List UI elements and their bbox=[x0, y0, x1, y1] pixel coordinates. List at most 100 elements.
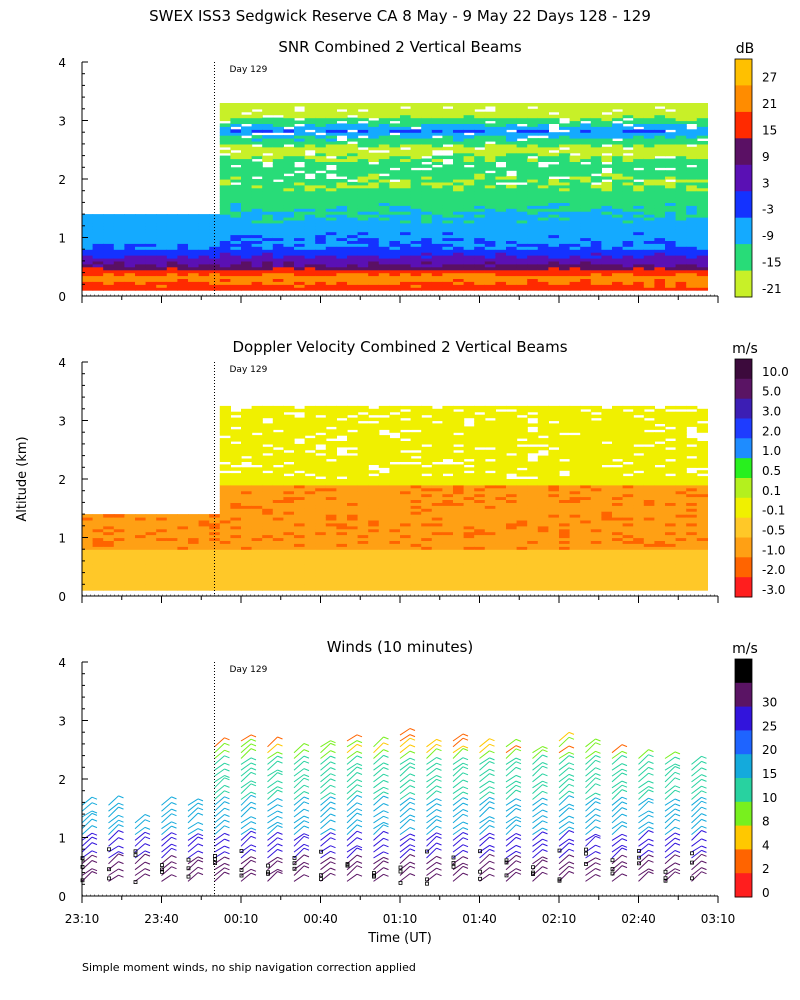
snr-cell bbox=[516, 167, 528, 171]
doppler-cell bbox=[431, 446, 443, 451]
doppler-cell bbox=[315, 487, 327, 492]
snr-cell bbox=[400, 187, 412, 192]
snr-cell bbox=[516, 173, 528, 177]
snr-cell bbox=[463, 246, 475, 250]
snr-cell bbox=[506, 269, 518, 274]
snr-cell bbox=[484, 278, 496, 282]
snr-cell bbox=[357, 193, 369, 198]
snr-cell bbox=[82, 263, 94, 268]
snr-cell bbox=[537, 129, 549, 133]
doppler-cell bbox=[92, 525, 104, 530]
snr-cell bbox=[357, 275, 369, 279]
snr-cell bbox=[516, 170, 528, 174]
doppler-cell bbox=[431, 432, 443, 436]
doppler-cell bbox=[474, 479, 486, 483]
snr-cell bbox=[156, 266, 168, 271]
snr-cell bbox=[484, 202, 496, 206]
snr-cell bbox=[357, 164, 369, 168]
snr-cell bbox=[622, 202, 634, 206]
snr-cell bbox=[315, 105, 327, 110]
doppler-cell bbox=[474, 558, 486, 562]
snr-cell bbox=[601, 243, 613, 247]
snr-cell bbox=[92, 263, 104, 268]
doppler-cell bbox=[442, 537, 454, 541]
snr-cell bbox=[453, 155, 465, 160]
doppler-cell bbox=[82, 555, 94, 559]
doppler-cell bbox=[389, 499, 401, 503]
snr-cell bbox=[347, 173, 359, 177]
snr-cell bbox=[474, 214, 486, 218]
snr-cell bbox=[347, 211, 359, 215]
doppler-cell bbox=[294, 528, 306, 533]
snr-cell bbox=[347, 228, 359, 233]
snr-cell bbox=[294, 149, 306, 154]
snr-cell bbox=[590, 214, 602, 218]
doppler-cell bbox=[389, 479, 401, 483]
doppler-cell bbox=[463, 584, 475, 588]
doppler-cell bbox=[453, 467, 465, 471]
doppler-cell bbox=[219, 560, 231, 565]
doppler-cell bbox=[442, 435, 454, 439]
doppler-cell bbox=[400, 479, 412, 483]
snr-cell bbox=[622, 149, 634, 154]
doppler-cell bbox=[389, 555, 401, 559]
doppler-cell bbox=[135, 578, 147, 582]
snr-cell bbox=[527, 167, 539, 171]
doppler-cell bbox=[188, 578, 200, 582]
snr-cell bbox=[548, 179, 560, 183]
doppler-cell bbox=[463, 517, 475, 521]
doppler-cell bbox=[315, 481, 327, 486]
snr-cell bbox=[474, 120, 486, 124]
snr-cell bbox=[665, 275, 677, 279]
snr-cell bbox=[230, 272, 242, 277]
snr-cell bbox=[580, 143, 592, 148]
snr-cell bbox=[347, 287, 359, 291]
snr-cell bbox=[590, 126, 602, 130]
snr-cell bbox=[294, 272, 306, 277]
doppler-cell bbox=[368, 476, 380, 480]
snr-cell bbox=[453, 249, 465, 253]
snr-cell bbox=[442, 249, 454, 253]
snr-cell bbox=[548, 266, 560, 271]
doppler-cell bbox=[145, 522, 157, 527]
snr-cell bbox=[633, 269, 645, 274]
snr-cell bbox=[675, 117, 687, 122]
doppler-cell bbox=[124, 558, 136, 562]
snr-cell bbox=[82, 234, 94, 239]
snr-cell bbox=[665, 146, 677, 151]
doppler-cell bbox=[453, 549, 465, 553]
doppler-cell bbox=[304, 484, 316, 489]
snr-cell bbox=[400, 281, 412, 285]
doppler-cell bbox=[431, 458, 443, 462]
snr-cell bbox=[495, 196, 507, 200]
snr-cell bbox=[262, 266, 274, 271]
snr-cell bbox=[484, 263, 496, 268]
doppler-cell bbox=[357, 508, 369, 512]
doppler-cell bbox=[463, 405, 475, 410]
snr-cell bbox=[442, 252, 454, 256]
snr-cell bbox=[537, 202, 549, 206]
snr-cell bbox=[219, 234, 231, 239]
snr-cell bbox=[590, 123, 602, 127]
snr-cell bbox=[474, 155, 486, 160]
snr-cell bbox=[516, 260, 528, 265]
snr-cell bbox=[230, 219, 242, 224]
snr-cell bbox=[336, 141, 348, 145]
snr-cell bbox=[463, 181, 475, 186]
snr-cell bbox=[622, 199, 634, 203]
doppler-cell bbox=[474, 572, 486, 577]
snr-cell bbox=[378, 155, 390, 160]
doppler-cell bbox=[188, 517, 200, 521]
doppler-cell bbox=[389, 487, 401, 492]
snr-cell bbox=[113, 240, 125, 244]
snr-cell bbox=[357, 287, 369, 291]
doppler-cell bbox=[431, 499, 443, 503]
snr-cell bbox=[283, 287, 295, 291]
doppler-cell bbox=[453, 543, 465, 547]
doppler-cell bbox=[230, 484, 242, 489]
snr-cell bbox=[357, 176, 369, 180]
doppler-cell bbox=[251, 490, 263, 495]
snr-cell bbox=[442, 202, 454, 206]
snr-cell bbox=[92, 255, 104, 259]
snr-cell bbox=[262, 138, 274, 142]
